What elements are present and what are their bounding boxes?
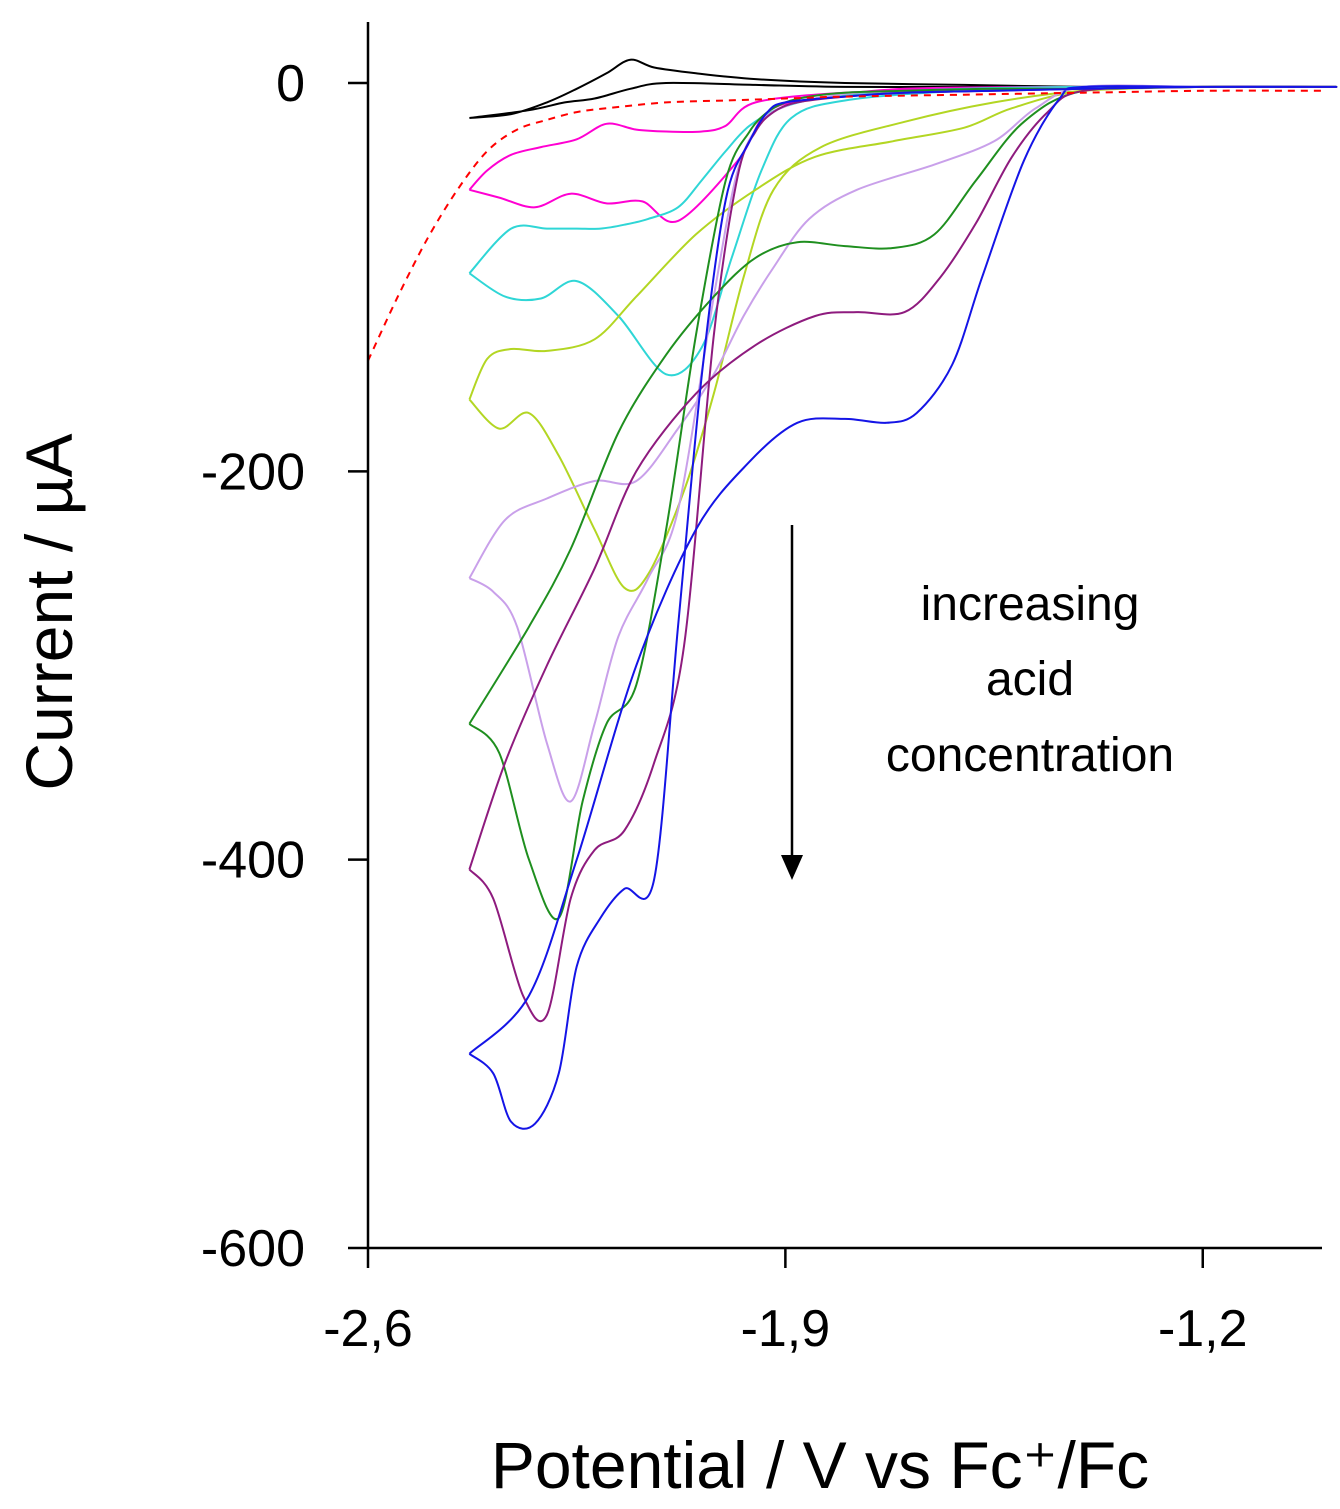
series-line-7 [468,85,1338,1023]
series-line-9 [367,89,1323,362]
y-axis-title: Current / µA [12,433,86,790]
series-line-2 [468,85,1338,224]
x-axis-title: Potential / V vs Fc⁺/Fc [491,1428,1149,1502]
annotation-line-3: concentration [886,729,1174,782]
y-tick-label: -200 [201,443,305,501]
tick-layer: 0 -200 -400 -600 -2,6 -1,9 -1,2 [201,55,1248,1358]
annotation-line-1: increasing [921,578,1140,631]
series-line-4 [468,85,1338,592]
y-tick-label: 0 [276,55,305,113]
series-line-5 [468,84,1338,803]
series-line-6 [468,85,1338,921]
x-tick-label: -1,2 [1158,1300,1248,1358]
series-line-3 [468,85,1338,377]
series-line-8 [468,85,1338,1130]
annotation-line-2: acid [986,653,1074,706]
annotation-arrow-head [781,855,803,880]
series-layer [367,58,1338,1130]
annotation: increasing acid concentration [781,525,1174,880]
x-tick-label: -2,6 [323,1300,413,1358]
y-tick-label: -400 [201,832,305,890]
y-tick-label: -600 [201,1220,305,1278]
x-tick-label: -1,9 [741,1300,831,1358]
